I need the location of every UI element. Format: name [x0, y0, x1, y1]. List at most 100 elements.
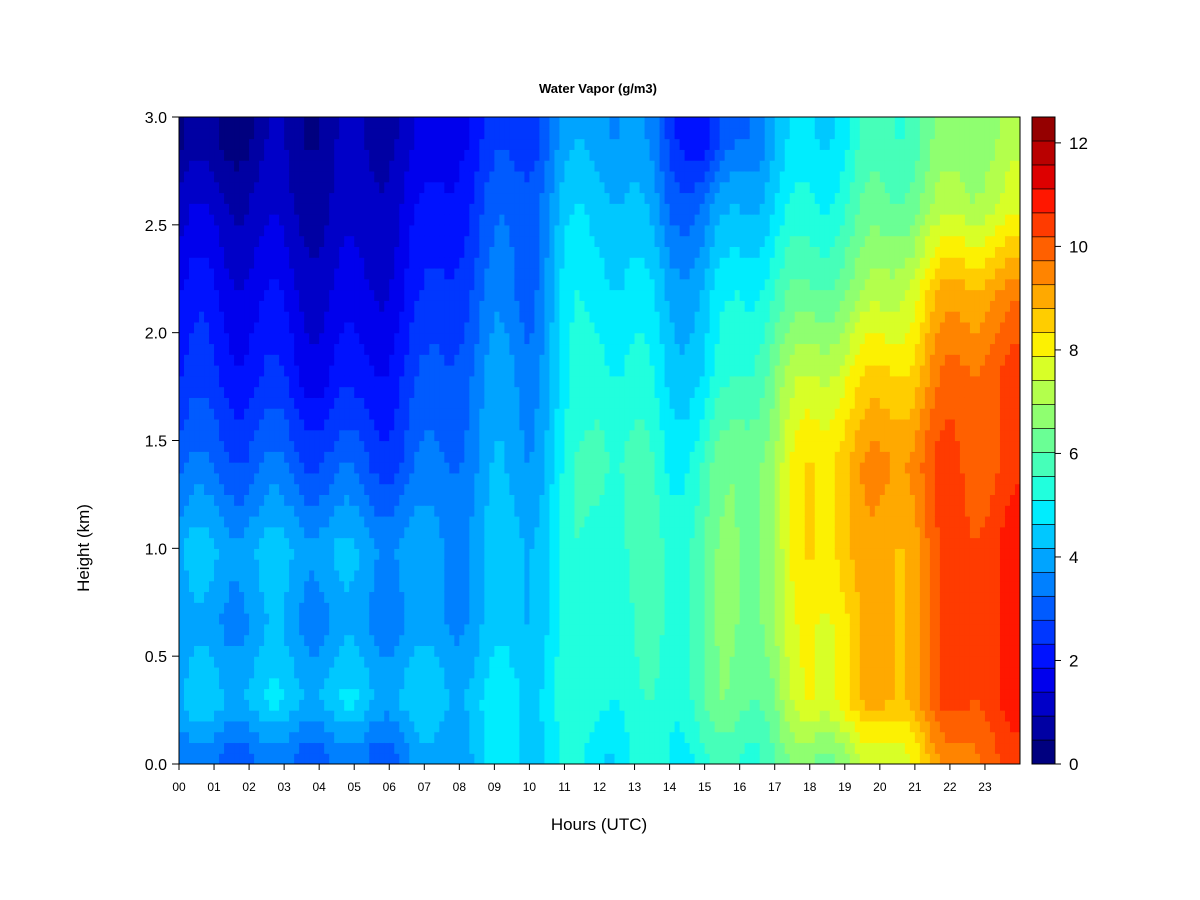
heatmap-cell: [359, 688, 365, 700]
heatmap-cell: [229, 440, 235, 452]
heatmap-cell: [229, 569, 235, 582]
heatmap-cell: [539, 515, 546, 528]
heatmap-cell: [589, 418, 596, 431]
heatmap-cell: [199, 386, 205, 398]
heatmap-cell: [409, 117, 415, 129]
heatmap-cell: [384, 688, 390, 700]
heatmap-cell: [254, 397, 260, 409]
heatmap-cell: [554, 580, 561, 593]
heatmap-cell: [564, 613, 571, 625]
heatmap-cell: [359, 257, 365, 269]
heatmap-cell: [319, 181, 325, 194]
heatmap-cell: [249, 537, 255, 549]
heatmap-cell: [434, 257, 440, 269]
heatmap-cell: [254, 451, 260, 463]
heatmap-cell: [264, 289, 270, 301]
heatmap-cell: [394, 451, 400, 463]
heatmap-cell: [369, 462, 375, 474]
heatmap-cell: [569, 569, 576, 582]
heatmap-cell: [459, 160, 465, 172]
heatmap-cell: [569, 645, 576, 657]
heatmap-cell: [219, 753, 225, 764]
heatmap-cell: [294, 623, 300, 636]
heatmap-cell: [459, 365, 465, 377]
heatmap-cell: [414, 440, 420, 452]
heatmap-cell: [274, 214, 280, 226]
heatmap-cell: [379, 613, 385, 625]
heatmap-cell: [494, 127, 500, 140]
heatmap-cell: [549, 203, 556, 215]
heatmap-cell: [344, 710, 350, 722]
heatmap-cell: [334, 257, 340, 269]
heatmap-cell: [584, 418, 591, 431]
heatmap-cell: [479, 343, 485, 355]
heatmap-cell: [449, 602, 455, 614]
heatmap-cell: [284, 634, 290, 646]
heatmap-cell: [324, 656, 330, 668]
heatmap-cell: [349, 343, 355, 355]
heatmap-cell: [274, 343, 280, 355]
heatmap-cell: [319, 699, 325, 711]
heatmap-cell: [409, 569, 415, 582]
heatmap-cell: [184, 483, 190, 496]
heatmap-cell: [464, 375, 470, 388]
heatmap-cell: [449, 300, 455, 312]
heatmap-cell: [264, 429, 270, 442]
heatmap-cell: [339, 375, 345, 388]
heatmap-cell: [509, 602, 515, 614]
heatmap-cell: [379, 753, 385, 764]
heatmap-cell: [589, 408, 596, 420]
heatmap-cell: [404, 569, 410, 582]
heatmap-cell: [304, 720, 310, 733]
heatmap-cell: [524, 278, 531, 291]
heatmap-cell: [364, 397, 370, 409]
heatmap-cell: [424, 289, 430, 301]
heatmap-cell: [554, 257, 561, 269]
heatmap-cell: [409, 375, 415, 388]
heatmap-cell: [244, 235, 250, 247]
heatmap-cell: [404, 138, 410, 150]
heatmap-cell: [224, 699, 230, 711]
heatmap-cell: [279, 505, 285, 517]
heatmap-cell: [304, 246, 310, 258]
heatmap-cell: [569, 559, 576, 571]
heatmap-cell: [429, 397, 435, 409]
heatmap-cell: [459, 569, 465, 582]
heatmap-cell: [259, 666, 265, 679]
heatmap-cell: [304, 192, 310, 204]
heatmap-cell: [374, 257, 380, 269]
heatmap-cell: [344, 429, 350, 442]
heatmap-cell: [289, 559, 295, 571]
heatmap-cell: [269, 602, 275, 614]
heatmap-cell: [299, 505, 305, 517]
heatmap-cell: [209, 300, 215, 312]
heatmap-cell: [429, 181, 435, 194]
heatmap-cell: [589, 160, 596, 172]
heatmap-cell: [359, 656, 365, 668]
heatmap-cell: [344, 181, 350, 194]
heatmap-cell: [244, 462, 250, 474]
heatmap-cell: [434, 742, 440, 754]
heatmap-cell: [529, 548, 536, 560]
heatmap-cell: [434, 505, 440, 517]
heatmap-cell: [444, 688, 450, 700]
heatmap-cell: [364, 267, 370, 280]
heatmap-cell: [269, 440, 275, 452]
heatmap-cell: [214, 753, 220, 764]
heatmap-cell: [549, 267, 556, 280]
heatmap-cell: [209, 742, 215, 754]
heatmap-cell: [269, 311, 275, 323]
heatmap-cell: [224, 688, 230, 700]
heatmap-cell: [359, 462, 365, 474]
heatmap-cell: [184, 181, 190, 194]
heatmap-cell: [239, 397, 245, 409]
heatmap-cell: [464, 397, 470, 409]
heatmap-cell: [354, 149, 360, 161]
heatmap-cell: [449, 537, 455, 549]
heatmap-cell: [349, 537, 355, 549]
heatmap-cell: [244, 634, 250, 646]
heatmap-cell: [359, 418, 365, 431]
heatmap-cell: [184, 343, 190, 355]
heatmap-cell: [349, 192, 355, 204]
heatmap-cell: [459, 235, 465, 247]
